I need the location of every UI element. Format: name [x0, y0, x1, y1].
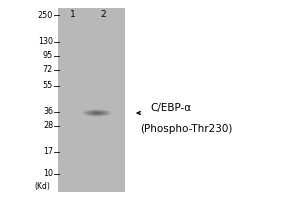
Text: 130: 130: [38, 38, 53, 46]
Text: (Phospho-Thr230): (Phospho-Thr230): [140, 124, 232, 134]
Text: 1: 1: [70, 10, 76, 19]
Ellipse shape: [86, 110, 107, 116]
Text: 55: 55: [43, 82, 53, 90]
Text: 10: 10: [43, 170, 53, 178]
Text: 2: 2: [100, 10, 106, 19]
Ellipse shape: [95, 112, 99, 114]
Ellipse shape: [90, 111, 104, 115]
Text: 72: 72: [43, 66, 53, 74]
Text: 28: 28: [43, 121, 53, 130]
Ellipse shape: [83, 110, 111, 116]
Text: 95: 95: [43, 51, 53, 60]
Text: (Kd): (Kd): [34, 182, 50, 191]
Text: 17: 17: [43, 148, 53, 156]
Text: 250: 250: [38, 10, 53, 20]
Ellipse shape: [93, 112, 101, 114]
Text: C/EBP-α: C/EBP-α: [150, 103, 191, 113]
Text: 36: 36: [43, 108, 53, 116]
Bar: [58, 8, 125, 192]
